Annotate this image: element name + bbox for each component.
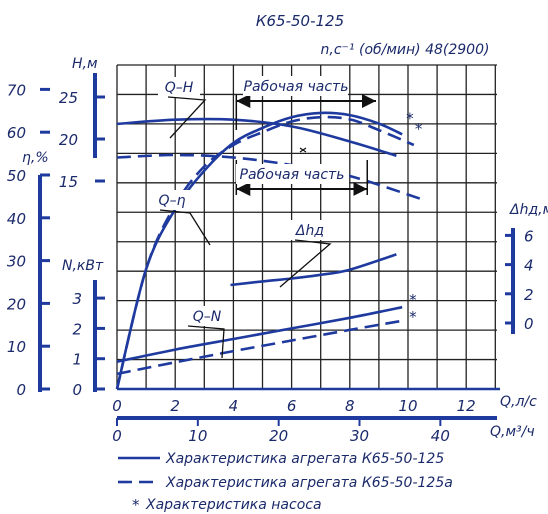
working-range-label-bg [236, 164, 349, 184]
head-axis-tick-label: 15 [59, 173, 78, 191]
curve-N-solid [116, 305, 403, 363]
power-axis-tick-label: 2 [72, 320, 82, 338]
q-m3h-tick-label: 20 [269, 427, 288, 445]
efficiency-axis-tick-label: 30 [7, 253, 26, 271]
legend-entry-solid: Характеристика агрегата К65-50-125 [165, 451, 444, 467]
q-ls-tick-label: 4 [229, 397, 239, 415]
working-range-lower-label: Рабочая часть [240, 167, 345, 183]
leader-qn [187, 325, 225, 359]
npsh-axis-tick-label: 6 [524, 227, 534, 245]
head-axis-label: H,м [72, 56, 98, 72]
pump-marker: * [409, 308, 417, 326]
q-m3h-tick-label: 10 [188, 427, 207, 445]
npsh-axis-tick-label: 4 [524, 257, 534, 275]
curve-H-dashed [116, 153, 423, 201]
pump-marker: * [409, 291, 417, 309]
head-axis-tick-label: 20 [59, 131, 78, 149]
q-m3h-axis-label: Q,м³/ч [490, 424, 535, 440]
curve-label-dh: Δhд [295, 223, 324, 239]
curve-label-qh: Q–H [165, 80, 194, 96]
npsh-axis-tick-label: 2 [524, 286, 534, 304]
efficiency-axis-tick-label: 10 [7, 338, 26, 356]
npsh-axis-label: Δhд,м [509, 202, 548, 218]
npsh-axis-tick-label: 0 [524, 315, 534, 333]
power-axis-tick-label: 3 [72, 290, 82, 308]
q-ls-tick-label: 2 [170, 397, 180, 415]
efficiency-axis-label: η,% [22, 150, 49, 166]
head-axis-tick-label: 25 [59, 89, 78, 107]
q-ls-tick-label: 12 [457, 397, 476, 415]
legend: Характеристика агрегата К65-50-125 Характ… [118, 451, 453, 514]
leader-qeta [159, 209, 211, 246]
working-range-upper-label: Рабочая часть [244, 79, 349, 95]
power-axis-label: N,кВт [62, 258, 104, 274]
speed-label: n,c⁻¹ (об/мин) 48(2900) [321, 42, 490, 58]
label-bg [158, 77, 200, 97]
efficiency-axis-tick-label: 50 [7, 167, 26, 185]
grid [116, 64, 497, 390]
pump-marker: * [406, 109, 414, 127]
q-m3h-tick-label: 30 [350, 427, 369, 445]
q-ls-tick-label: 10 [398, 397, 417, 415]
pump-marker: * [415, 120, 423, 138]
hatch-mark [299, 147, 307, 153]
q-ls-tick-label: 8 [345, 397, 355, 415]
legend-entry-star: Характеристика насоса [145, 497, 322, 513]
q-ls-tick-label: 6 [287, 397, 297, 415]
q-m3h-tick-label: 0 [112, 427, 122, 445]
power-axis-tick-label: 1 [72, 351, 82, 369]
curves [115, 76, 423, 390]
chart-title: К65-50-125 [256, 12, 344, 30]
label-bg [186, 306, 228, 326]
curve-N-dashed [116, 319, 403, 376]
legend-star-swatch: * [132, 496, 140, 514]
curve-label-qn: Q–N [193, 309, 222, 325]
working-range-label-bg [243, 76, 348, 96]
label-bg [290, 220, 330, 240]
curve-H-solid [116, 117, 397, 158]
q-ls-axis-label: Q,л/c [500, 394, 537, 410]
efficiency-axis-tick-label: 60 [7, 124, 26, 142]
curve-label-qeta: Q–η [159, 193, 186, 209]
q-ls-tick-label: 0 [112, 397, 122, 415]
q-m3h-tick-label: 40 [431, 427, 450, 445]
legend-entry-dashed: Характеристика агрегата К65-50-125а [165, 475, 453, 491]
efficiency-axis-tick-label: 20 [7, 295, 26, 313]
axes [38, 73, 515, 426]
power-axis-tick-label: 0 [72, 381, 82, 399]
leader-dh [279, 239, 332, 288]
curve-η-dashed [115, 115, 415, 390]
efficiency-axis-tick-label: 0 [16, 381, 26, 399]
efficiency-axis-tick-label: 40 [7, 210, 26, 228]
efficiency-axis-tick-label: 70 [7, 81, 26, 99]
curve-Δhд-solid [230, 253, 397, 287]
label-bg [154, 190, 190, 210]
curve-η-solid [115, 111, 403, 390]
leader-qh [167, 96, 207, 139]
